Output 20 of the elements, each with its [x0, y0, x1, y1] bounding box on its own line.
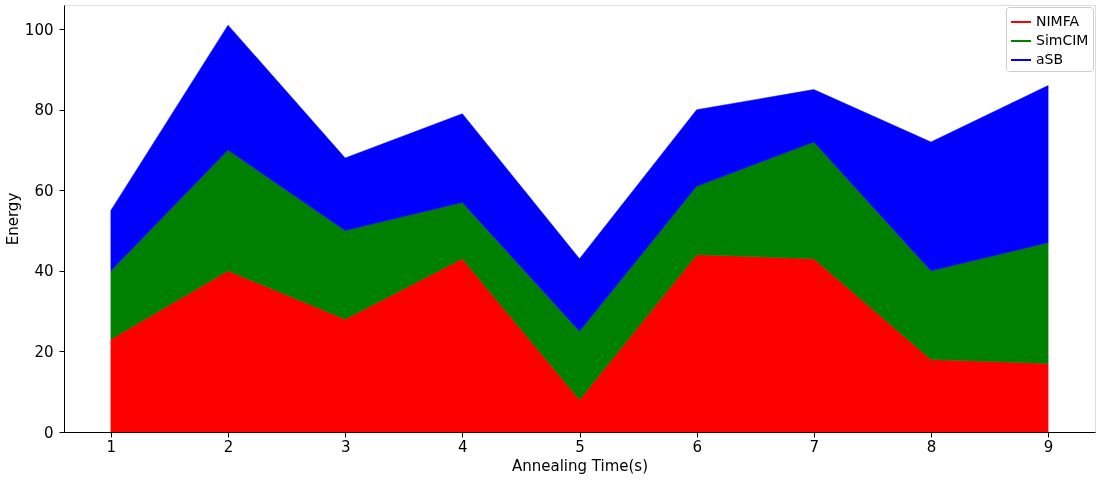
legend-label: aSB	[1036, 51, 1064, 67]
y-tick-label: 20	[34, 342, 54, 361]
x-tick-label: 9	[1043, 437, 1054, 456]
x-tick-label: 1	[106, 437, 117, 456]
y-tick-label: 0	[43, 423, 54, 442]
x-tick-label: 6	[692, 437, 702, 456]
x-tick-label: 8	[926, 437, 937, 456]
y-axis-title: Energy	[3, 192, 22, 246]
x-tick-label: 5	[575, 437, 585, 456]
x-tick-label: 7	[809, 437, 820, 456]
legend-label: NIMFA	[1036, 13, 1080, 29]
legend-label: SimCIM	[1036, 32, 1089, 48]
x-tick-label: 3	[340, 437, 351, 456]
y-tick-label: 40	[34, 262, 54, 281]
y-tick-label: 60	[34, 181, 54, 200]
y-tick-label: 80	[34, 101, 54, 120]
x-tick-label: 2	[223, 437, 234, 456]
x-tick-label: 4	[458, 437, 468, 456]
x-axis-title: Annealing Time(s)	[511, 456, 649, 475]
y-tick-label: 100	[24, 20, 54, 39]
